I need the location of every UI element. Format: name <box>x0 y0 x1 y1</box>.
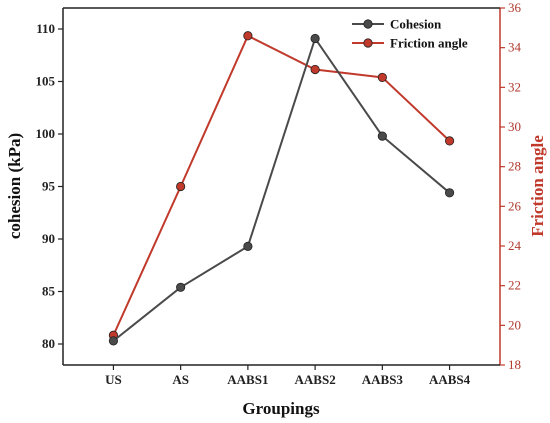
x-tick-label: AABS4 <box>429 372 471 387</box>
left-tick-label: 80 <box>42 336 55 351</box>
x-tick-label: AABS2 <box>295 372 336 387</box>
right-tick-label: 24 <box>508 238 522 253</box>
left-tick-label: 105 <box>36 74 56 89</box>
left-tick-label: 90 <box>42 231 55 246</box>
x-tick-label: AABS3 <box>362 372 404 387</box>
right-tick-label: 36 <box>508 0 522 15</box>
x-axis-title: Groupings <box>242 399 320 418</box>
data-point <box>444 136 455 146</box>
left-tick-label: 100 <box>36 126 56 141</box>
left-ticks: 80 85 90 95 100 105 110 <box>36 21 63 351</box>
data-point <box>310 64 320 75</box>
series-line <box>112 36 451 342</box>
x-tick-label: US <box>105 372 122 387</box>
series-line <box>112 34 451 336</box>
right-tick-label: 28 <box>508 159 521 174</box>
data-point <box>176 181 186 192</box>
series-friction-angle <box>108 31 455 340</box>
legend: Cohesion Friction angle <box>352 17 468 51</box>
right-ticks: 18 20 22 24 26 28 30 32 34 36 <box>500 0 522 372</box>
data-point <box>243 241 253 251</box>
data-point <box>243 31 253 41</box>
data-point <box>377 131 387 141</box>
data-point <box>377 72 387 83</box>
legend-label: Friction angle <box>390 36 468 51</box>
x-tick-label: AS <box>172 372 189 387</box>
right-tick-label: 32 <box>508 79 521 94</box>
right-tick-label: 20 <box>508 317 521 332</box>
data-point <box>310 33 320 44</box>
right-tick-label: 26 <box>508 198 522 213</box>
data-point <box>444 188 455 198</box>
axes <box>62 7 501 366</box>
right-tick-label: 30 <box>508 119 521 134</box>
right-tick-label: 34 <box>508 40 522 55</box>
x-tick-label: AABS1 <box>227 372 268 387</box>
right-tick-label: 22 <box>508 278 521 293</box>
right-tick-label: 18 <box>508 357 521 372</box>
data-point <box>176 282 186 292</box>
left-tick-label: 110 <box>36 21 55 36</box>
series-cohesion <box>108 33 455 346</box>
y-axis-right-title: Friction angle <box>528 135 547 237</box>
y-axis-left-title: cohesion (kPa) <box>5 133 24 239</box>
x-ticks: US AS AABS1 AABS2 AABS3 AABS4 <box>105 365 471 387</box>
legend-label: Cohesion <box>390 17 442 32</box>
legend-marker <box>363 38 373 48</box>
left-tick-label: 85 <box>42 284 56 299</box>
legend-marker <box>363 19 373 29</box>
data-point <box>108 336 119 346</box>
series-layer <box>108 31 455 346</box>
left-tick-label: 95 <box>42 179 56 194</box>
